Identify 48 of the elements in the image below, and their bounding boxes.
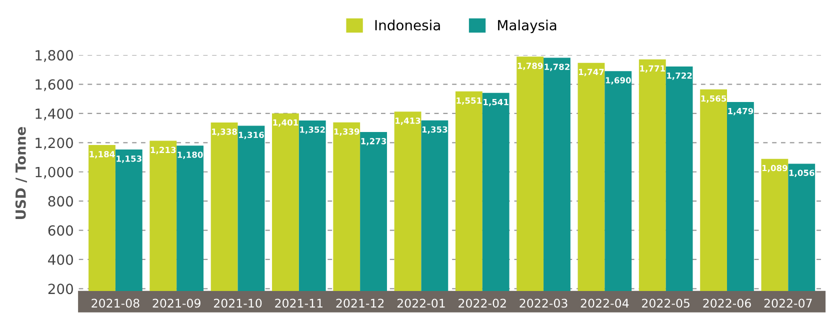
data-label: 1,565 [701,95,726,103]
data-label: 1,541 [484,98,508,106]
x-tick-label: 2022-02 [458,298,506,308]
y-tick-label: 1,000 [36,166,73,179]
data-label: 1,401 [273,119,298,127]
y-tick-label: 1,800 [36,50,73,62]
x-tick-label: 2022-04 [580,298,629,308]
data-label: 1,479 [728,108,754,116]
y-tick-label: 1,200 [36,138,73,150]
data-label: 1,056 [789,170,814,178]
y-tick-label: 400 [48,254,73,265]
y-tick-label: 600 [48,225,73,236]
x-tick-label: 2021-08 [92,298,140,308]
x-tick-label: 2022-06 [703,298,751,308]
x-tick-label: 2022-01 [397,298,445,308]
data-label: 1,722 [667,72,692,80]
data-label: 1,089 [762,164,788,172]
data-label: 1,180 [178,152,203,159]
data-label: 1,690 [606,77,631,84]
legend-label: Indonesia [375,20,440,30]
data-label: 1,184 [90,151,115,158]
data-label: 1,316 [238,132,264,140]
y-tick-label: 1,400 [36,108,73,120]
y-tick-label: 800 [48,196,73,207]
data-label: 1,747 [579,68,604,76]
data-label: 1,338 [212,128,237,136]
x-tick-label: 2021-10 [214,298,262,308]
data-label: 1,352 [300,126,325,134]
data-label: 1,339 [334,128,360,136]
data-label: 1,153 [116,156,142,163]
data-label: 1,551 [456,98,482,105]
x-tick-label: 2021-12 [336,298,384,308]
x-tick-label: 2021-11 [275,298,322,308]
data-label: 1,782 [544,64,570,72]
data-label: 1,789 [518,62,543,70]
data-label: 1,771 [640,65,666,73]
data-label: 1,413 [396,118,420,125]
data-label: 1,273 [361,138,386,146]
legend-label: Malaysia [498,20,556,34]
y-tick-label: 1,600 [36,79,73,92]
x-tick-label: 2021-09 [152,298,200,308]
y-axis-title: USD / Tonne [15,127,27,220]
x-tick-label: 2022-03 [520,298,568,308]
x-tick-label: 2022-07 [764,298,812,308]
data-label: 1,213 [150,146,176,154]
data-label: 1,353 [422,126,448,134]
y-tick-label: 200 [48,284,73,294]
x-tick-label: 2022-05 [642,298,690,308]
